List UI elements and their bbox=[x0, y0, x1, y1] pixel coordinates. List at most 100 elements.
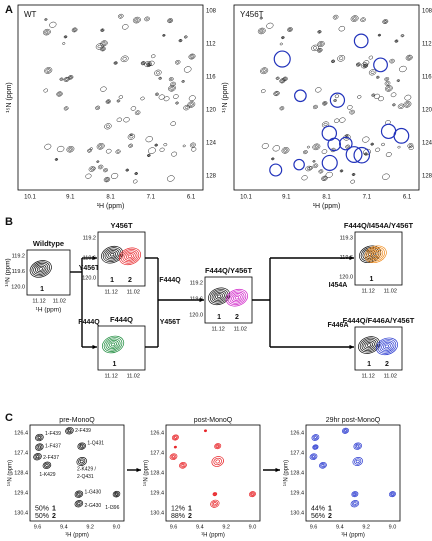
contour bbox=[313, 160, 315, 163]
contour bbox=[189, 103, 193, 106]
contour bbox=[188, 53, 196, 60]
contour bbox=[72, 28, 77, 32]
peak-label: 1-I396 bbox=[105, 505, 119, 511]
contour bbox=[116, 150, 120, 153]
contour bbox=[261, 68, 267, 74]
contour bbox=[352, 492, 358, 497]
contour bbox=[216, 294, 222, 299]
y-tick-label: 116 bbox=[206, 75, 216, 81]
contour bbox=[304, 151, 307, 154]
contour bbox=[321, 149, 328, 154]
contour bbox=[283, 78, 287, 80]
contour bbox=[180, 462, 186, 468]
contour bbox=[322, 101, 327, 105]
contour bbox=[100, 28, 104, 32]
contour bbox=[148, 147, 156, 154]
spectrum-frame bbox=[26, 249, 71, 296]
contour bbox=[96, 143, 105, 150]
contour bbox=[350, 15, 359, 22]
contour bbox=[169, 453, 178, 461]
contour bbox=[45, 68, 51, 73]
contour bbox=[365, 153, 367, 155]
contour bbox=[132, 179, 138, 184]
peak-label: 2 bbox=[128, 277, 132, 284]
contour bbox=[65, 78, 68, 81]
contour bbox=[279, 78, 286, 84]
contour bbox=[77, 502, 81, 506]
contour bbox=[109, 252, 115, 257]
x-axis-label: ¹H (ppm) bbox=[65, 533, 89, 539]
contour bbox=[301, 175, 308, 181]
contour bbox=[384, 20, 387, 23]
population-state: 2 bbox=[52, 513, 56, 520]
x-tick-label: 11.02 bbox=[53, 298, 66, 304]
panel-label: C bbox=[5, 412, 13, 424]
contour bbox=[66, 428, 73, 434]
contour bbox=[38, 267, 43, 271]
highlight-circle bbox=[293, 158, 305, 171]
contour bbox=[213, 493, 216, 496]
contour bbox=[147, 154, 151, 157]
contour bbox=[215, 444, 221, 449]
contour bbox=[155, 144, 157, 146]
contour bbox=[213, 457, 222, 466]
contour bbox=[356, 444, 360, 448]
contour bbox=[126, 169, 129, 172]
contour bbox=[42, 461, 52, 469]
contour bbox=[384, 81, 391, 86]
contour bbox=[340, 170, 343, 172]
contour bbox=[368, 55, 374, 60]
population-percent: 50% bbox=[35, 513, 49, 520]
contour bbox=[154, 92, 159, 96]
x-tick-label: 10.1 bbox=[24, 195, 36, 201]
contour bbox=[35, 443, 44, 451]
contour bbox=[122, 250, 138, 263]
contour bbox=[385, 85, 393, 92]
contour bbox=[330, 147, 336, 153]
peak-label: 1-G430 bbox=[85, 490, 102, 496]
contour bbox=[36, 444, 43, 450]
contour bbox=[178, 38, 183, 43]
contour bbox=[67, 146, 74, 152]
contour bbox=[127, 133, 136, 140]
peak-label: 1 bbox=[110, 277, 114, 284]
y-tick-label: 130.4 bbox=[14, 510, 28, 516]
contour bbox=[170, 81, 176, 87]
x-tick-label: 11.02 bbox=[384, 288, 397, 294]
x-tick-label: 11.02 bbox=[384, 373, 397, 379]
contour bbox=[362, 63, 367, 68]
highlight-circle bbox=[321, 125, 338, 141]
contour bbox=[182, 80, 185, 83]
contour bbox=[167, 175, 175, 182]
contour bbox=[64, 36, 67, 38]
contour bbox=[203, 429, 208, 433]
contour bbox=[36, 265, 45, 273]
contour bbox=[366, 343, 372, 347]
contour bbox=[101, 41, 107, 46]
contour bbox=[272, 158, 274, 160]
contour bbox=[288, 28, 292, 31]
contour bbox=[183, 66, 192, 73]
contour bbox=[44, 29, 50, 35]
contour bbox=[172, 435, 178, 440]
contour bbox=[163, 34, 165, 36]
contour bbox=[229, 291, 245, 304]
contour bbox=[46, 69, 50, 72]
contour bbox=[234, 295, 240, 300]
contour bbox=[387, 87, 391, 90]
contour bbox=[101, 245, 124, 264]
contour bbox=[320, 462, 326, 468]
contour bbox=[273, 90, 280, 97]
contour bbox=[188, 95, 196, 102]
contour bbox=[378, 34, 381, 36]
contour bbox=[175, 59, 181, 65]
contour bbox=[101, 335, 125, 354]
contour bbox=[43, 88, 49, 93]
contour bbox=[215, 293, 224, 300]
x-tick-label: 9.2 bbox=[222, 524, 230, 530]
peak-label: 1-F437 bbox=[45, 443, 61, 449]
contour bbox=[317, 30, 322, 34]
contour bbox=[266, 22, 274, 29]
contour bbox=[210, 499, 220, 508]
contour bbox=[63, 106, 69, 111]
